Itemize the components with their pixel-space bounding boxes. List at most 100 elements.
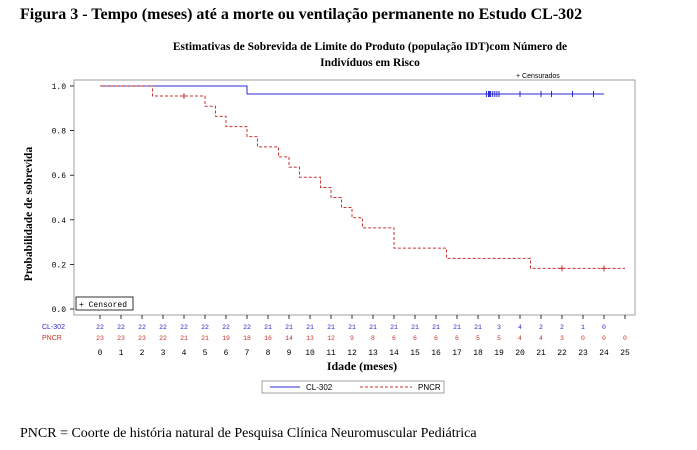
at-risk-table: CL-302 22 22 22 22 22 22 22 22 21 21 21 21 21 21 21 21 21…: [42, 324, 627, 342]
at-risk-count-cl302: 1: [581, 324, 585, 331]
at-risk-count-pncr: 4: [518, 335, 522, 342]
x-tick-label: 3: [161, 349, 166, 358]
x-tick-label: 11: [326, 349, 336, 358]
at-risk-count-pncr: 14: [285, 335, 293, 342]
at-risk-count-pncr: 3: [560, 335, 564, 342]
x-tick-label: 22: [557, 349, 567, 358]
at-risk-count-cl302: 22: [159, 324, 167, 331]
at-risk-count-cl302: 22: [243, 324, 251, 331]
x-tick-label: 25: [620, 349, 630, 358]
at-risk-count-cl302: 21: [306, 324, 314, 331]
at-risk-count-cl302: 0: [602, 324, 606, 331]
at-risk-count-cl302: 3: [497, 324, 501, 331]
x-tick-label: 4: [182, 349, 187, 358]
x-tick-label: 18: [473, 349, 483, 358]
y-tick-label: 0.0: [52, 306, 67, 315]
at-risk-count-pncr: 13: [306, 335, 314, 342]
at-risk-count-pncr: 23: [96, 335, 104, 342]
at-risk-count-pncr: 5: [497, 335, 501, 342]
at-risk-count-cl302: 21: [348, 324, 356, 331]
censored-legend-box: + Censored: [75, 296, 134, 311]
y-axis-label: Probabilidade de sobrevida: [23, 147, 35, 282]
x-tick-label: 13: [368, 349, 378, 358]
at-risk-count-pncr: 6: [455, 335, 459, 342]
series-line-pncr: [100, 85, 625, 269]
x-tick-label: 20: [515, 349, 525, 358]
at-risk-count-cl302: 21: [453, 324, 461, 331]
at-risk-label-pncr: PNCR: [42, 335, 62, 342]
x-tick-label: 14: [389, 349, 399, 358]
at-risk-count-pncr: 19: [222, 335, 230, 342]
x-tick-label: 16: [431, 349, 441, 358]
at-risk-count-cl302: 21: [369, 324, 377, 331]
x-tick-label: 23: [578, 349, 588, 358]
x-tick-label: 0: [98, 349, 103, 358]
y-tick-label: 0.2: [52, 261, 67, 270]
x-tick-label: 5: [203, 349, 208, 358]
chart-title-line-2: Indivíduos em Risco: [320, 57, 420, 69]
at-risk-count-pncr: 0: [623, 335, 627, 342]
legend-label-pncr: PNCR: [418, 383, 441, 392]
x-tick-label: 12: [347, 349, 357, 358]
at-risk-count-cl302: 21: [411, 324, 419, 331]
x-tick-label: 6: [224, 349, 229, 358]
at-risk-count-cl302: 22: [180, 324, 188, 331]
at-risk-count-pncr: 16: [264, 335, 272, 342]
at-risk-count-cl302: 2: [560, 324, 564, 331]
x-tick-label: 7: [245, 349, 250, 358]
x-tick-label: 21: [536, 349, 546, 358]
censor-mark-cl302: [569, 91, 576, 98]
at-risk-count-cl302: 22: [117, 324, 125, 331]
x-tick-label: 24: [599, 349, 609, 358]
footnote: PNCR = Coorte de história natural de Pes…: [20, 426, 477, 441]
at-risk-count-cl302: 21: [327, 324, 335, 331]
legend-frame: [261, 380, 445, 394]
at-risk-count-pncr: 4: [539, 335, 543, 342]
at-risk-count-cl302: 21: [285, 324, 293, 331]
censored-legend-frame: [75, 296, 134, 311]
x-tick-label: 19: [494, 349, 504, 358]
plot-frame: [73, 79, 636, 316]
censor-mark-cl302: [496, 91, 502, 98]
y-tick-label: 0.6: [52, 172, 67, 181]
x-axis-label: Idade (meses): [327, 359, 397, 373]
at-risk-count-cl302: 21: [264, 324, 272, 331]
at-risk-count-pncr: 23: [138, 335, 146, 342]
censor-mark-pncr: [181, 93, 187, 100]
x-tick-label: 2: [140, 349, 145, 358]
axes: 0.00.20.40.60.81.00 1 2 3 4 5 6 7 8 9 10 11 12 13 14 15…: [52, 79, 636, 358]
at-risk-count-cl302: 2: [539, 324, 543, 331]
chart-title-line-1: Estimativas de Sobrevida de Limite do Pr…: [173, 41, 567, 53]
at-risk-count-pncr: 8: [371, 335, 375, 342]
at-risk-count-pncr: 18: [243, 335, 251, 342]
x-tick-label: 8: [266, 349, 271, 358]
at-risk-count-cl302: 22: [222, 324, 230, 331]
at-risk-count-pncr: 12: [327, 335, 335, 342]
censored-legend-text: + Censored: [79, 301, 127, 310]
censor-mark-cl302: [590, 91, 597, 98]
at-risk-count-pncr: 6: [434, 335, 438, 342]
at-risk-count-pncr: 5: [476, 335, 480, 342]
censor-mark-cl302: [517, 91, 523, 98]
at-risk-count-pncr: 6: [392, 335, 396, 342]
y-tick-label: 0.8: [52, 128, 67, 137]
censor-mark-pncr: [601, 265, 607, 272]
at-risk-count-pncr: 6: [413, 335, 417, 342]
at-risk-count-cl302: 4: [518, 324, 522, 331]
at-risk-count-pncr: 0: [581, 335, 585, 342]
at-risk-count-pncr: 22: [159, 335, 167, 342]
at-risk-count-cl302: 22: [96, 324, 104, 331]
legend-label-cl302: CL-302: [306, 383, 333, 392]
x-tick-label: 15: [410, 349, 420, 358]
x-tick-label: 17: [452, 349, 462, 358]
kaplan-meier-chart: Estimativas de Sobrevida de Limite do Pr…: [23, 41, 636, 394]
at-risk-count-pncr: 23: [117, 335, 125, 342]
figure-title: Figura 3 - Tempo (meses) até a morte ou …: [20, 6, 583, 23]
at-risk-count-pncr: 21: [201, 335, 209, 342]
chart-titles: Estimativas de Sobrevida de Limite do Pr…: [173, 41, 567, 80]
at-risk-count-pncr: 9: [350, 335, 354, 342]
at-risk-count-cl302: 21: [474, 324, 482, 331]
at-risk-count-pncr: 21: [180, 335, 188, 342]
censor-mark-pncr: [559, 265, 565, 272]
at-risk-count-cl302: 21: [432, 324, 440, 331]
